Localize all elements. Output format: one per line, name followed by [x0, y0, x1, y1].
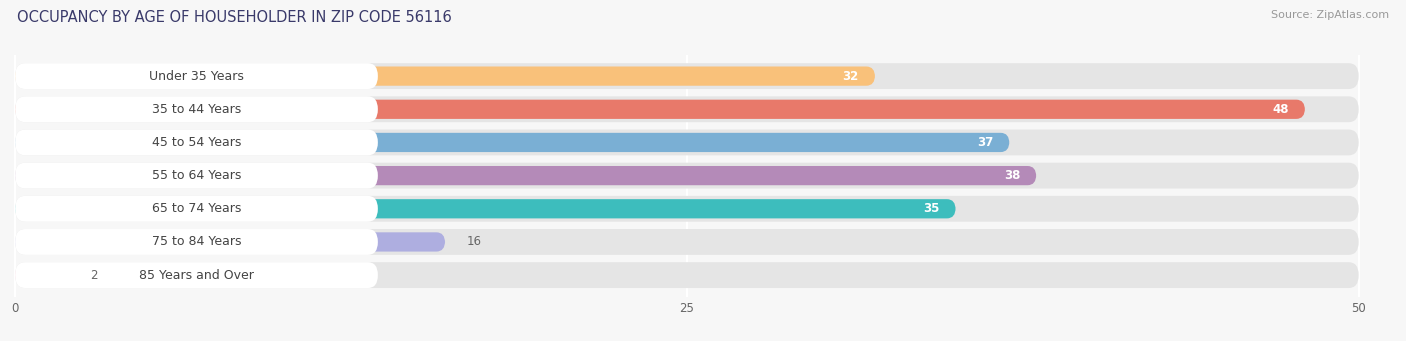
FancyBboxPatch shape: [15, 266, 69, 285]
Text: OCCUPANCY BY AGE OF HOUSEHOLDER IN ZIP CODE 56116: OCCUPANCY BY AGE OF HOUSEHOLDER IN ZIP C…: [17, 10, 451, 25]
Text: 2: 2: [90, 269, 98, 282]
Text: 55 to 64 Years: 55 to 64 Years: [152, 169, 242, 182]
Text: 65 to 74 Years: 65 to 74 Years: [152, 202, 242, 215]
FancyBboxPatch shape: [15, 130, 1358, 155]
Text: 35: 35: [924, 202, 939, 215]
FancyBboxPatch shape: [15, 229, 1358, 255]
FancyBboxPatch shape: [15, 199, 956, 218]
FancyBboxPatch shape: [15, 262, 378, 288]
Text: 48: 48: [1272, 103, 1289, 116]
FancyBboxPatch shape: [15, 196, 1358, 222]
FancyBboxPatch shape: [15, 66, 875, 86]
FancyBboxPatch shape: [15, 130, 378, 155]
Text: 45 to 54 Years: 45 to 54 Years: [152, 136, 242, 149]
FancyBboxPatch shape: [15, 163, 378, 189]
FancyBboxPatch shape: [15, 262, 1358, 288]
Text: Under 35 Years: Under 35 Years: [149, 70, 243, 83]
FancyBboxPatch shape: [15, 166, 1036, 185]
Text: 16: 16: [467, 235, 481, 249]
FancyBboxPatch shape: [15, 63, 1358, 89]
Text: Source: ZipAtlas.com: Source: ZipAtlas.com: [1271, 10, 1389, 20]
FancyBboxPatch shape: [15, 232, 446, 252]
FancyBboxPatch shape: [15, 196, 378, 222]
FancyBboxPatch shape: [15, 229, 378, 255]
FancyBboxPatch shape: [15, 133, 1010, 152]
Text: 85 Years and Over: 85 Years and Over: [139, 269, 254, 282]
Text: 37: 37: [977, 136, 993, 149]
FancyBboxPatch shape: [15, 97, 378, 122]
FancyBboxPatch shape: [15, 97, 1358, 122]
Text: 75 to 84 Years: 75 to 84 Years: [152, 235, 242, 249]
FancyBboxPatch shape: [15, 63, 378, 89]
FancyBboxPatch shape: [15, 163, 1358, 189]
Text: 32: 32: [842, 70, 859, 83]
Text: 38: 38: [1004, 169, 1021, 182]
FancyBboxPatch shape: [15, 100, 1305, 119]
Text: 35 to 44 Years: 35 to 44 Years: [152, 103, 240, 116]
